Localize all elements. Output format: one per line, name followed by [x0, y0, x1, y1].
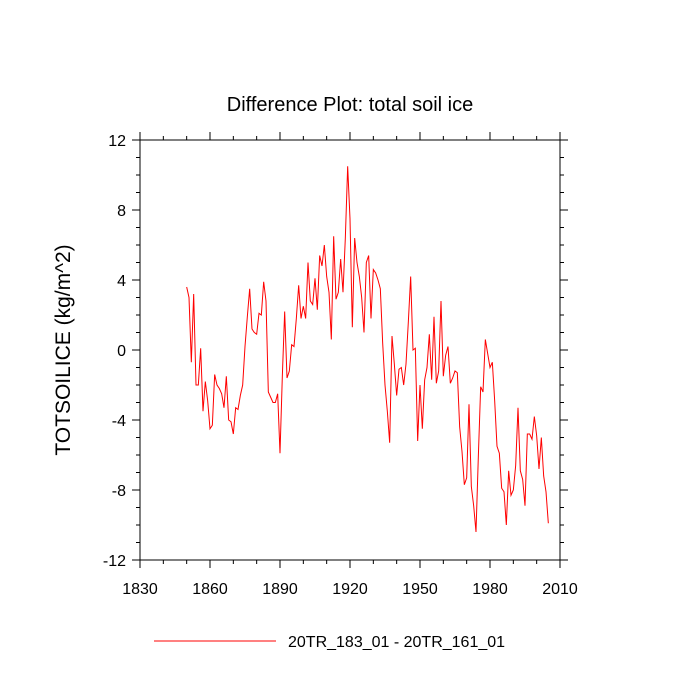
y-tick-label: 4	[117, 273, 126, 290]
y-tick-label: 12	[108, 133, 126, 150]
y-axis-label: TOTSOILICE (kg/m^2)	[52, 244, 75, 455]
x-tick-label: 1980	[472, 581, 508, 598]
legend-label: 20TR_183_01 - 20TR_161_01	[288, 634, 505, 651]
x-tick-label: 2010	[542, 581, 578, 598]
series-lines	[186, 166, 549, 533]
chart-title: Difference Plot: total soil ice	[227, 94, 473, 116]
x-tick-label: 1830	[122, 581, 158, 598]
tick-labels: 1830 1860 1890 1920 1950 1980 2010 -12 -8 -4 0 4 8 12	[103, 133, 578, 598]
series-line	[186, 166, 549, 533]
y-tick-label: 8	[117, 203, 126, 220]
y-tick-label: 0	[117, 343, 126, 360]
tick-marks	[132, 132, 568, 568]
axes	[139, 139, 561, 561]
x-tick-label: 1920	[332, 581, 368, 598]
x-tick-label: 1890	[262, 581, 298, 598]
x-tick-label: 1860	[192, 581, 228, 598]
x-tick-label: 1950	[402, 581, 438, 598]
legend: 20TR_183_01 - 20TR_161_01	[154, 634, 505, 651]
y-tick-label: -12	[103, 553, 126, 570]
y-tick-label: -8	[112, 483, 126, 500]
plot-frame	[139, 139, 561, 561]
y-tick-label: -4	[112, 413, 126, 430]
